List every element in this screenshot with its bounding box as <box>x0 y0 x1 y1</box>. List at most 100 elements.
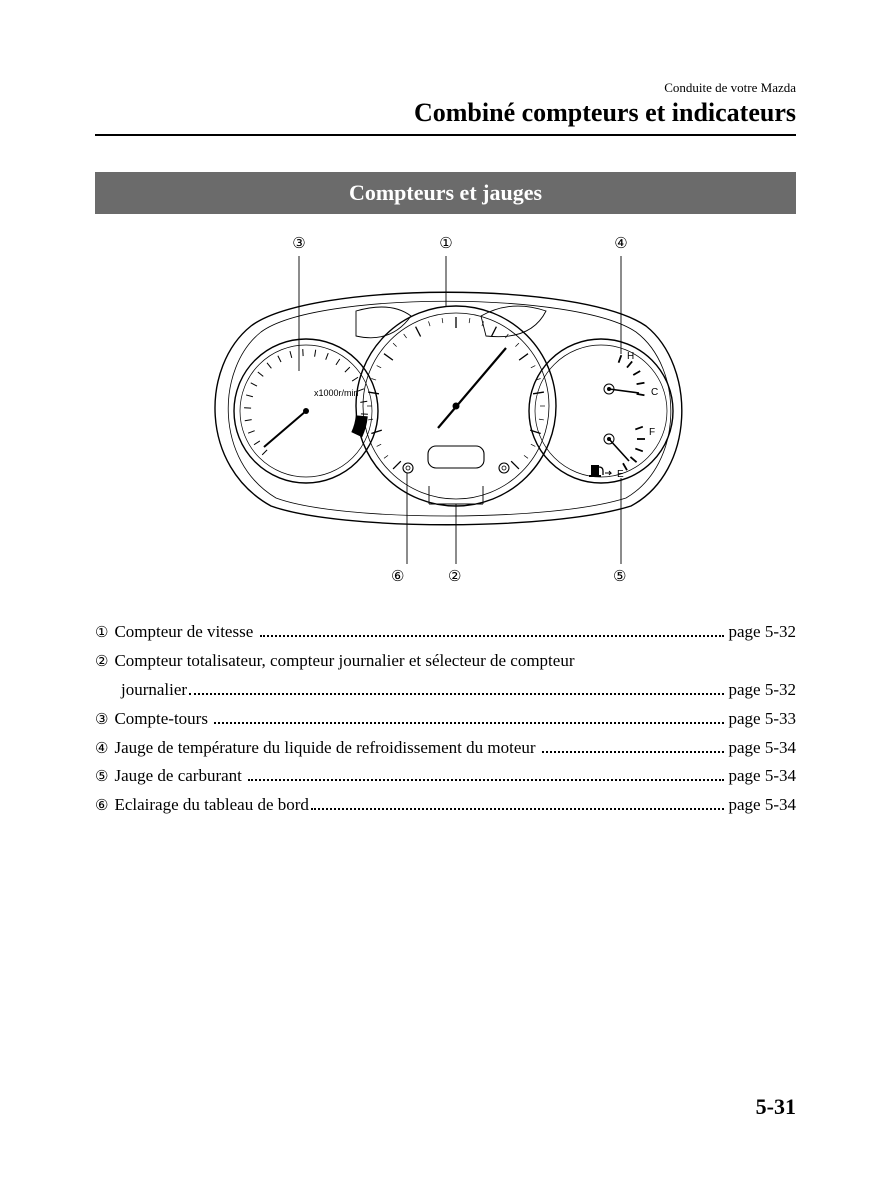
legend-bullet: ④ <box>95 737 108 763</box>
legend-item: ③Compte-tours page 5-33 <box>95 705 796 734</box>
legend-bullet: ⑤ <box>95 765 108 791</box>
leader-dots <box>214 713 724 724</box>
legend-page-ref: page 5-32 <box>728 676 796 705</box>
callout-number: ① <box>439 236 452 252</box>
banner-title: Compteurs et jauges <box>349 180 542 205</box>
chapter-label: Conduite de votre Mazda <box>95 80 796 96</box>
speedo-tick <box>515 343 519 347</box>
telltale-pod-right <box>481 306 546 337</box>
legend-item: ④Jauge de température du liquide de refr… <box>95 734 796 763</box>
legend-item-continuation: journalier page 5-32 <box>95 676 796 705</box>
speedo-tick <box>442 318 443 323</box>
legend-text: Jauge de carburant <box>114 762 246 791</box>
cluster-housing-inner <box>228 301 671 516</box>
speedo-tick <box>530 366 534 368</box>
speedo-tick <box>523 455 527 458</box>
legend-list: ①Compteur de vitesse page 5-32②Compteur … <box>95 618 796 820</box>
tach-tick <box>360 401 367 402</box>
tach-tick <box>344 367 349 372</box>
right-gauge-bezel <box>529 339 673 483</box>
tach-tick <box>314 350 315 357</box>
legend-item: ⑤Jauge de carburant page 5-34 <box>95 762 796 791</box>
legend-text: Jauge de température du liquide de refro… <box>114 734 539 763</box>
speedo-tick <box>393 343 397 347</box>
legend-item: ②Compteur totalisateur, compteur journal… <box>95 647 796 676</box>
fuel-tick <box>635 449 643 452</box>
tach-hub <box>303 408 309 414</box>
speedo-tick <box>415 327 420 337</box>
odometer-window <box>428 446 484 468</box>
leader-dots <box>248 770 724 781</box>
speedo-tick <box>371 378 376 380</box>
header-rule <box>95 134 796 136</box>
tach-unit-label: x1000r/min <box>314 388 359 398</box>
tach-tick <box>254 441 260 445</box>
temp-tick <box>636 383 644 384</box>
legend-text: journalier <box>121 676 187 705</box>
tach-tick <box>250 383 256 386</box>
temp-H-label: H <box>627 351 634 362</box>
section-title: Combiné compteurs et indicateurs <box>95 98 796 128</box>
trip-knob-left <box>403 463 413 473</box>
speedo-tick <box>530 444 534 446</box>
trip-knob-right <box>499 463 509 473</box>
cluster-housing-outer <box>214 292 681 525</box>
subsection-banner: Compteurs et jauges <box>95 172 796 214</box>
right-gauge-ring <box>535 345 667 477</box>
trip-knob-right-inner <box>502 466 506 470</box>
fuel-needle <box>609 439 629 461</box>
legend-text: Eclairage du tableau de bord <box>114 791 308 820</box>
leader-dots <box>311 799 725 810</box>
fuel-F-label: F <box>649 427 655 438</box>
legend-text: Compteur de vitesse <box>114 618 257 647</box>
tach-tick <box>262 450 267 455</box>
tach-tick <box>277 356 280 362</box>
legend-page-ref: page 5-33 <box>728 705 796 734</box>
trip-knob-left-inner <box>406 466 410 470</box>
instrument-cluster-diagram: x1000r/minHCFE③①④⑥②⑤ <box>95 236 796 596</box>
speedo-tick <box>538 419 543 420</box>
tach-tick <box>246 395 253 397</box>
speedo-tick <box>533 392 544 394</box>
legend-bullet: ① <box>95 621 108 647</box>
speedo-tick <box>368 419 373 420</box>
callout-number: ② <box>448 568 461 585</box>
cluster-svg: x1000r/minHCFE③①④⑥②⑤ <box>181 236 711 596</box>
tach-needle <box>264 411 306 447</box>
legend-page-ref: page 5-34 <box>728 762 796 791</box>
fuel-tick <box>630 457 636 462</box>
temp-C-label: C <box>651 387 658 398</box>
speedo-tick <box>393 461 401 469</box>
legend-bullet: ⑥ <box>95 794 108 820</box>
tach-tick <box>352 377 358 381</box>
legend-bullet: ② <box>95 650 108 676</box>
tach-tick <box>266 363 270 368</box>
callout-number: ⑤ <box>613 568 626 585</box>
leader-dots <box>189 684 724 695</box>
speedo-tick <box>511 461 519 469</box>
fuel-pump-icon <box>589 465 611 477</box>
legend-page-ref: page 5-34 <box>728 791 796 820</box>
speedo-tick <box>428 321 430 326</box>
speedo-hub <box>452 403 459 410</box>
speedo-tick <box>469 318 470 323</box>
legend-text: Compteur totalisateur, compteur journali… <box>114 647 574 676</box>
callout-number: ③ <box>292 236 305 252</box>
speedo-tick <box>383 455 387 458</box>
legend-bullet: ③ <box>95 708 108 734</box>
legend-item: ⑥Eclairage du tableau de bord page 5-34 <box>95 791 796 820</box>
callout-number: ④ <box>614 236 627 252</box>
tach-tick <box>289 351 291 358</box>
speedo-tick <box>371 430 381 433</box>
legend-text: Compte-tours <box>114 705 212 734</box>
tach-tick <box>325 353 328 360</box>
temp-tick <box>626 361 631 367</box>
telltale-pod-left <box>356 307 411 338</box>
tach-tick <box>248 431 255 434</box>
speedo-tick <box>376 444 380 446</box>
page-header: Conduite de votre Mazda Combiné compteur… <box>95 80 796 136</box>
temp-tick <box>636 394 644 395</box>
temp-tick <box>618 355 621 363</box>
speedo-needle <box>438 348 506 428</box>
legend-page-ref: page 5-34 <box>728 734 796 763</box>
